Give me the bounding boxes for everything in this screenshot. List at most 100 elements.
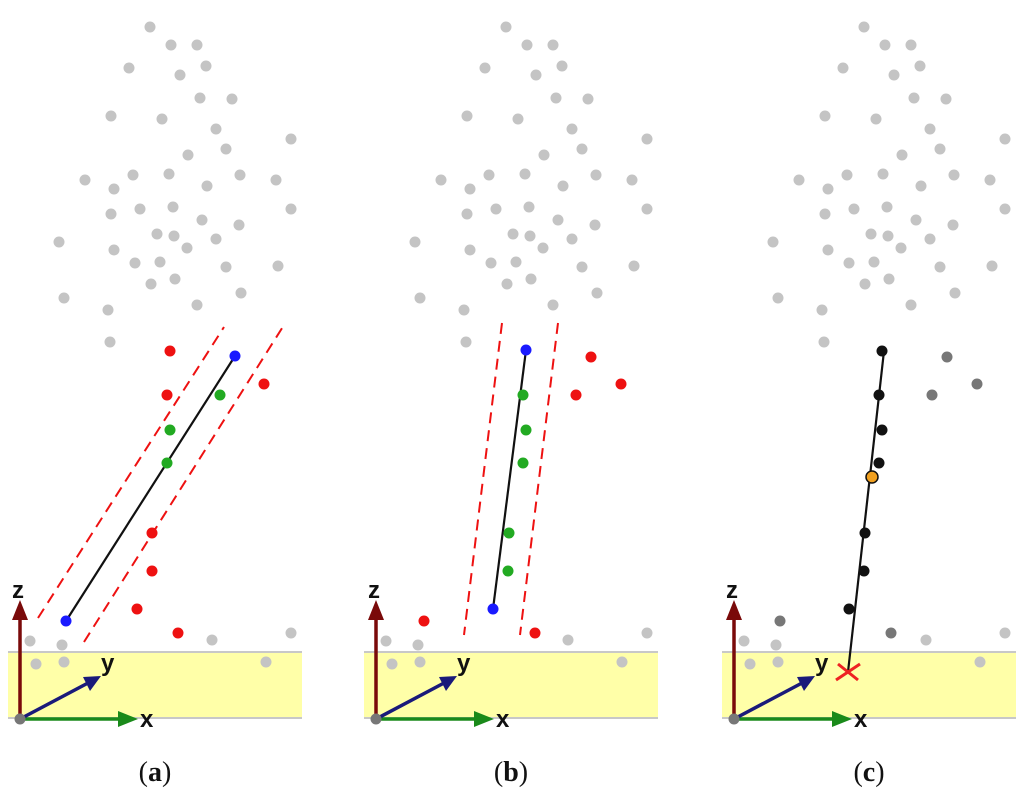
ground-plane: [722, 652, 1016, 718]
background-point: [895, 242, 907, 254]
x-axis-label: x: [496, 706, 510, 733]
background-point: [285, 133, 297, 145]
inlier-points: [502, 389, 532, 577]
caption-open-paren: (: [853, 757, 862, 788]
cross-mark-stroke: [835, 662, 861, 682]
fitted-line: [846, 350, 886, 673]
sample-point: [520, 344, 532, 356]
background-point: [501, 278, 513, 290]
background-point: [206, 634, 218, 646]
background-point: [934, 143, 946, 155]
fitted-point: [876, 345, 888, 357]
x-axis-arrowhead: [118, 711, 138, 727]
background-point: [770, 639, 782, 651]
background-point: [818, 336, 830, 348]
panel-b: z x y (b): [364, 21, 658, 788]
background-point: [924, 123, 936, 135]
background-point: [905, 39, 917, 51]
background-point: [879, 39, 891, 51]
background-point: [908, 92, 920, 104]
background-point: [234, 169, 246, 181]
background-point: [948, 169, 960, 181]
sample-point: [487, 603, 499, 615]
background-point-cloud: [24, 21, 297, 670]
background-point: [24, 635, 36, 647]
background-point: [414, 656, 426, 668]
y-axis: [375, 681, 445, 721]
y-axis-label: y: [457, 650, 471, 677]
background-point: [108, 183, 120, 195]
background-point: [882, 230, 894, 242]
background-point: [507, 228, 519, 240]
background-point: [145, 278, 157, 290]
inlier-point: [502, 565, 514, 577]
inlier-point: [214, 389, 226, 401]
background-point: [151, 228, 163, 240]
background-point: [566, 123, 578, 135]
background-point: [628, 260, 640, 272]
background-point: [156, 113, 168, 125]
fitted-point: [873, 457, 885, 469]
inlier-point: [164, 424, 176, 436]
background-point: [837, 62, 849, 74]
panel-caption: (a): [139, 757, 172, 788]
background-point: [210, 233, 222, 245]
background-point: [547, 299, 559, 311]
sample-points: [487, 344, 532, 615]
background-point: [920, 634, 932, 646]
panel-caption: (b): [494, 757, 528, 788]
background-point: [226, 93, 238, 105]
background-point: [940, 93, 952, 105]
caption-close-paren: ): [519, 757, 528, 788]
x-axis-label: x: [854, 706, 868, 733]
x-axis-arrowhead: [474, 711, 494, 727]
background-point: [285, 203, 297, 215]
background-point: [235, 287, 247, 299]
background-point: [949, 287, 961, 299]
background-point: [986, 260, 998, 272]
panel-c: z x y (c): [722, 21, 1016, 788]
background-point: [616, 656, 628, 668]
background-point: [260, 656, 272, 668]
background-point: [412, 639, 424, 651]
panel-caption: (c): [853, 757, 884, 788]
background-point: [566, 233, 578, 245]
background-point: [521, 39, 533, 51]
caption-close-paren: ): [875, 757, 884, 788]
background-point: [123, 62, 135, 74]
background-point: [127, 169, 139, 181]
background-point: [220, 143, 232, 155]
background-point: [519, 168, 531, 180]
background-point: [550, 92, 562, 104]
background-point: [999, 203, 1011, 215]
background-point: [200, 60, 212, 72]
background-point: [772, 292, 784, 304]
background-point: [772, 656, 784, 668]
background-point-cloud: [380, 21, 653, 670]
caption-letter: b: [503, 757, 519, 788]
background-point: [865, 228, 877, 240]
cross-mark-icon: [835, 662, 861, 682]
background-point: [767, 236, 779, 248]
background-point: [191, 39, 203, 51]
background-point: [414, 292, 426, 304]
z-axis-label: z: [726, 577, 738, 604]
background-point: [479, 62, 491, 74]
background-point: [924, 233, 936, 245]
caption-open-paren: (: [494, 757, 503, 788]
outlier-point: [615, 378, 627, 390]
background-point: [538, 149, 550, 161]
z-axis-label: z: [368, 577, 380, 604]
z-axis-arrowhead: [726, 600, 742, 620]
outlier-point: [161, 389, 173, 401]
background-point: [914, 60, 926, 72]
background-point: [523, 201, 535, 213]
background-point: [105, 110, 117, 122]
background-point: [168, 230, 180, 242]
background-point: [848, 203, 860, 215]
background-point: [144, 21, 156, 33]
background-point: [58, 656, 70, 668]
sample-point: [60, 615, 72, 627]
outlier-point: [164, 345, 176, 357]
background-point: [386, 658, 398, 670]
